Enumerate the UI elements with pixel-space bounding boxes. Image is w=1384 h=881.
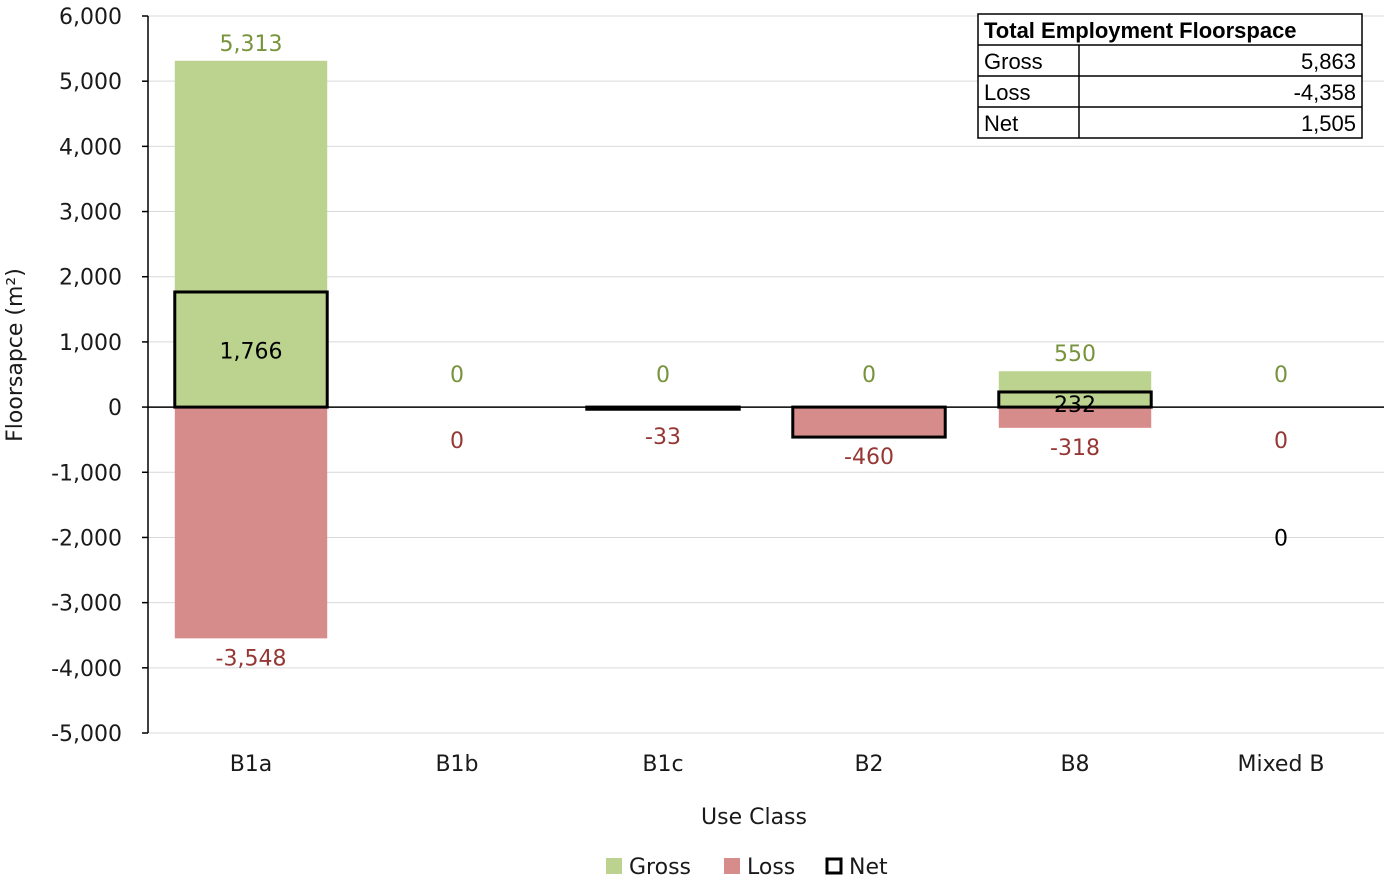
legend-swatch-gross [606, 858, 622, 874]
gross-data-label: 0 [862, 363, 876, 388]
y-tick-label: 4,000 [59, 135, 122, 160]
legend: Gross Loss Net [606, 855, 888, 880]
legend-label-net: Net [849, 855, 888, 880]
table-row-value: 1,505 [1301, 111, 1356, 136]
axes: -5,000 -4,000 -3,000 -2,000 -1,000 0 1,000 2,00… [51, 5, 1384, 777]
y-tick-label: 2,000 [59, 266, 122, 291]
net-data-label: 232 [1054, 393, 1096, 418]
gross-data-label: 5,313 [220, 32, 283, 57]
loss-data-label: 0 [450, 429, 464, 454]
y-tick-label: -1,000 [51, 461, 122, 486]
data-labels: 5,313 -3,548 1,766 0 0 0 -33 0 -460 550 -318 232 0 0 0 [216, 32, 1288, 672]
x-tick-label: Mixed B [1237, 752, 1324, 777]
y-tick-label: 0 [108, 396, 122, 421]
loss-data-label: -460 [844, 445, 894, 470]
table-row-value: 5,863 [1301, 49, 1356, 74]
table-row-label: Net [984, 111, 1018, 136]
x-tick-label: B1c [642, 752, 683, 777]
gross-bar [998, 371, 1152, 408]
gross-bar [174, 60, 328, 408]
x-tick-label: B1b [435, 752, 478, 777]
table-title: Total Employment Floorspace [984, 18, 1297, 43]
y-axis-title: Floorsapce (m²) [3, 268, 28, 442]
legend-swatch-net [825, 857, 843, 875]
legend-label-loss: Loss [747, 855, 795, 880]
y-tick-label: 5,000 [59, 70, 122, 95]
x-axis-title: Use Class [701, 805, 807, 830]
gross-data-label: 0 [1274, 363, 1288, 388]
y-tick-label: 3,000 [59, 201, 122, 226]
gross-data-label: 0 [450, 363, 464, 388]
loss-data-label: -318 [1050, 436, 1100, 461]
table-row-value: -4,358 [1294, 80, 1356, 105]
table-row-label: Gross [984, 49, 1043, 74]
bars [173, 60, 1153, 639]
summary-table: Total Employment Floorspace Gross 5,863 Los… [977, 13, 1363, 139]
loss-bar [174, 407, 328, 639]
loss-data-label: -3,548 [216, 646, 287, 671]
legend-swatch-loss [724, 858, 740, 874]
y-tick-label: -3,000 [51, 592, 122, 617]
loss-bar [792, 407, 946, 438]
loss-data-label: 0 [1274, 429, 1288, 454]
loss-data-label: -33 [645, 425, 681, 450]
y-tick-label: -5,000 [51, 722, 122, 747]
y-tick-label: 6,000 [59, 5, 122, 30]
y-tick-label: -4,000 [51, 657, 122, 682]
legend-label-gross: Gross [629, 855, 691, 880]
gross-data-label: 550 [1054, 342, 1096, 367]
x-tick-label: B2 [854, 752, 883, 777]
x-tick-label: B8 [1060, 752, 1089, 777]
y-tick-label: -2,000 [51, 526, 122, 551]
gross-data-label: 0 [656, 363, 670, 388]
table-row-label: Loss [984, 80, 1030, 105]
x-tick-label: B1a [230, 752, 273, 777]
net-data-label: 1,766 [220, 340, 283, 365]
y-tick-label: 1,000 [59, 331, 122, 356]
loss-bar [998, 407, 1152, 428]
net-data-label: 0 [1274, 526, 1288, 551]
